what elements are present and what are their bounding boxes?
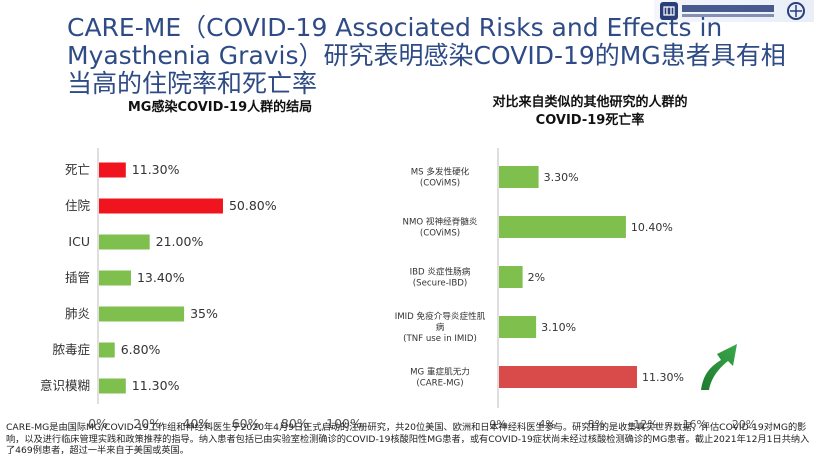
left-value-label: 50.80%	[229, 198, 277, 213]
right-x-tick-label: 12%	[633, 418, 657, 431]
left-value-label: 6.80%	[121, 342, 161, 357]
left-category-label: 意识模糊	[40, 378, 90, 393]
left-x-tick-label: 80%	[281, 416, 309, 431]
right-x-tick-label: 4%	[538, 418, 555, 431]
left-value-label: 35%	[190, 306, 218, 321]
right-x-tick-label: 0%	[489, 418, 506, 431]
mortality-comparison-bar-chart: MS 多发性硬化(COViMS) 3.30% NMO 视神经脊髓炎(COViMS) 1…	[395, 148, 756, 431]
left-bar	[99, 270, 131, 286]
right-category-label: MG 重症肌无力(CARE-MG)	[410, 366, 470, 389]
left-value-label: 21.00%	[156, 234, 204, 249]
left-value-label: 13.40%	[137, 270, 185, 285]
right-category-label: NMO 视神经脊髓炎(COViMS)	[403, 216, 478, 239]
left-x-tick-label: 100%	[326, 416, 362, 431]
right-value-label: 2%	[528, 271, 545, 284]
right-chart-title: 对比来自类似的其他研究的人群的 COVID-19死亡率	[430, 94, 750, 130]
left-category-label: 插管	[65, 270, 90, 285]
mg-outcomes-bar-chart: 死亡 11.30% 住院 50.80% ICU 21.00% 插管 13.40% 肺炎 35% 脓毒…	[40, 148, 362, 431]
left-category-label: 脓毒症	[52, 342, 90, 357]
left-category-label: 住院	[65, 198, 91, 213]
left-bar	[99, 234, 150, 250]
right-category-label: IBD 炎症性肠病(Secure-IBD)	[410, 266, 471, 289]
left-x-tick-label: 0%	[88, 416, 108, 431]
right-value-label: 11.30%	[642, 371, 684, 384]
right-x-tick-label: 8%	[588, 418, 605, 431]
trend-up-arrow-icon	[701, 344, 737, 390]
left-value-label: 11.30%	[132, 378, 180, 393]
left-bar	[99, 378, 126, 394]
right-x-tick-label: 20%	[732, 418, 756, 431]
left-bar	[99, 306, 185, 322]
footnote: CARE-MG是由国际MG/COVID-19工作组和神经科医生于2020年4月9…	[6, 422, 810, 456]
page-title: CARE-ME（COVID-19 Associated Risks and Ef…	[67, 13, 786, 98]
right-chart-title-line-1: 对比来自类似的其他研究的人群的	[492, 95, 688, 110]
left-category-label: ICU	[68, 234, 90, 249]
left-x-tick-label: 20%	[133, 416, 161, 431]
right-value-label: 3.30%	[544, 171, 579, 184]
institution-logo	[660, 2, 805, 20]
right-bar	[499, 166, 539, 188]
right-value-label: 3.10%	[541, 321, 576, 334]
right-bar	[499, 216, 626, 238]
left-bar	[99, 342, 115, 358]
left-x-tick-label: 40%	[183, 416, 211, 431]
left-bar	[99, 198, 223, 214]
left-value-label: 11.30%	[132, 162, 180, 177]
left-bar	[99, 162, 126, 178]
right-x-tick-label: 16%	[683, 418, 707, 431]
right-category-label: IMID 免疫介导炎症性肌病(TNF use in IMID)	[395, 310, 486, 344]
right-bar	[499, 366, 637, 388]
right-category-label: MS 多发性硬化(COViMS)	[411, 166, 470, 189]
left-x-tick-label: 60%	[232, 416, 260, 431]
right-bar	[499, 316, 537, 338]
left-category-label: 死亡	[65, 162, 90, 177]
left-category-label: 肺炎	[65, 306, 90, 321]
right-chart-title-line-2: COVID-19死亡率	[535, 113, 645, 128]
right-bar	[499, 266, 523, 288]
left-chart-title: MG感染COVID-19人群的结局	[127, 100, 313, 115]
right-value-label: 10.40%	[631, 221, 673, 234]
